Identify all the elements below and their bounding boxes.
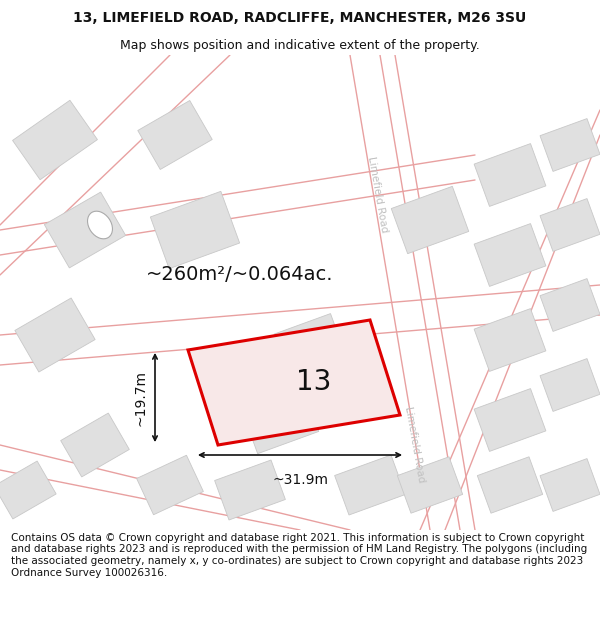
Polygon shape [474, 144, 546, 206]
Polygon shape [478, 457, 542, 513]
Polygon shape [61, 413, 130, 477]
Text: 13: 13 [296, 369, 332, 396]
Polygon shape [215, 460, 286, 520]
Polygon shape [274, 314, 346, 376]
Polygon shape [391, 186, 469, 254]
Polygon shape [540, 279, 600, 331]
Text: Contains OS data © Crown copyright and database right 2021. This information is : Contains OS data © Crown copyright and d… [11, 533, 587, 578]
Polygon shape [138, 101, 212, 169]
Polygon shape [397, 457, 463, 513]
Polygon shape [137, 455, 203, 515]
Text: ~260m²/~0.064ac.: ~260m²/~0.064ac. [146, 266, 334, 284]
Text: ~19.7m: ~19.7m [133, 369, 147, 426]
Polygon shape [44, 192, 125, 268]
Polygon shape [15, 298, 95, 372]
Ellipse shape [88, 211, 112, 239]
Polygon shape [474, 309, 546, 371]
Polygon shape [188, 320, 400, 445]
Polygon shape [0, 461, 56, 519]
Text: 13, LIMEFIELD ROAD, RADCLIFFE, MANCHESTER, M26 3SU: 13, LIMEFIELD ROAD, RADCLIFFE, MANCHESTE… [73, 11, 527, 25]
Text: Map shows position and indicative extent of the property.: Map shows position and indicative extent… [120, 39, 480, 51]
Polygon shape [474, 389, 546, 451]
Polygon shape [540, 459, 600, 511]
Text: Limefield Road: Limefield Road [403, 406, 427, 484]
Polygon shape [540, 119, 600, 171]
Polygon shape [151, 191, 239, 269]
Polygon shape [13, 100, 97, 180]
Polygon shape [474, 224, 546, 286]
Polygon shape [540, 199, 600, 251]
Text: Limefield Road: Limefield Road [367, 156, 389, 234]
Text: ~31.9m: ~31.9m [272, 473, 328, 487]
Polygon shape [335, 455, 406, 515]
Polygon shape [540, 359, 600, 411]
Polygon shape [241, 386, 319, 454]
